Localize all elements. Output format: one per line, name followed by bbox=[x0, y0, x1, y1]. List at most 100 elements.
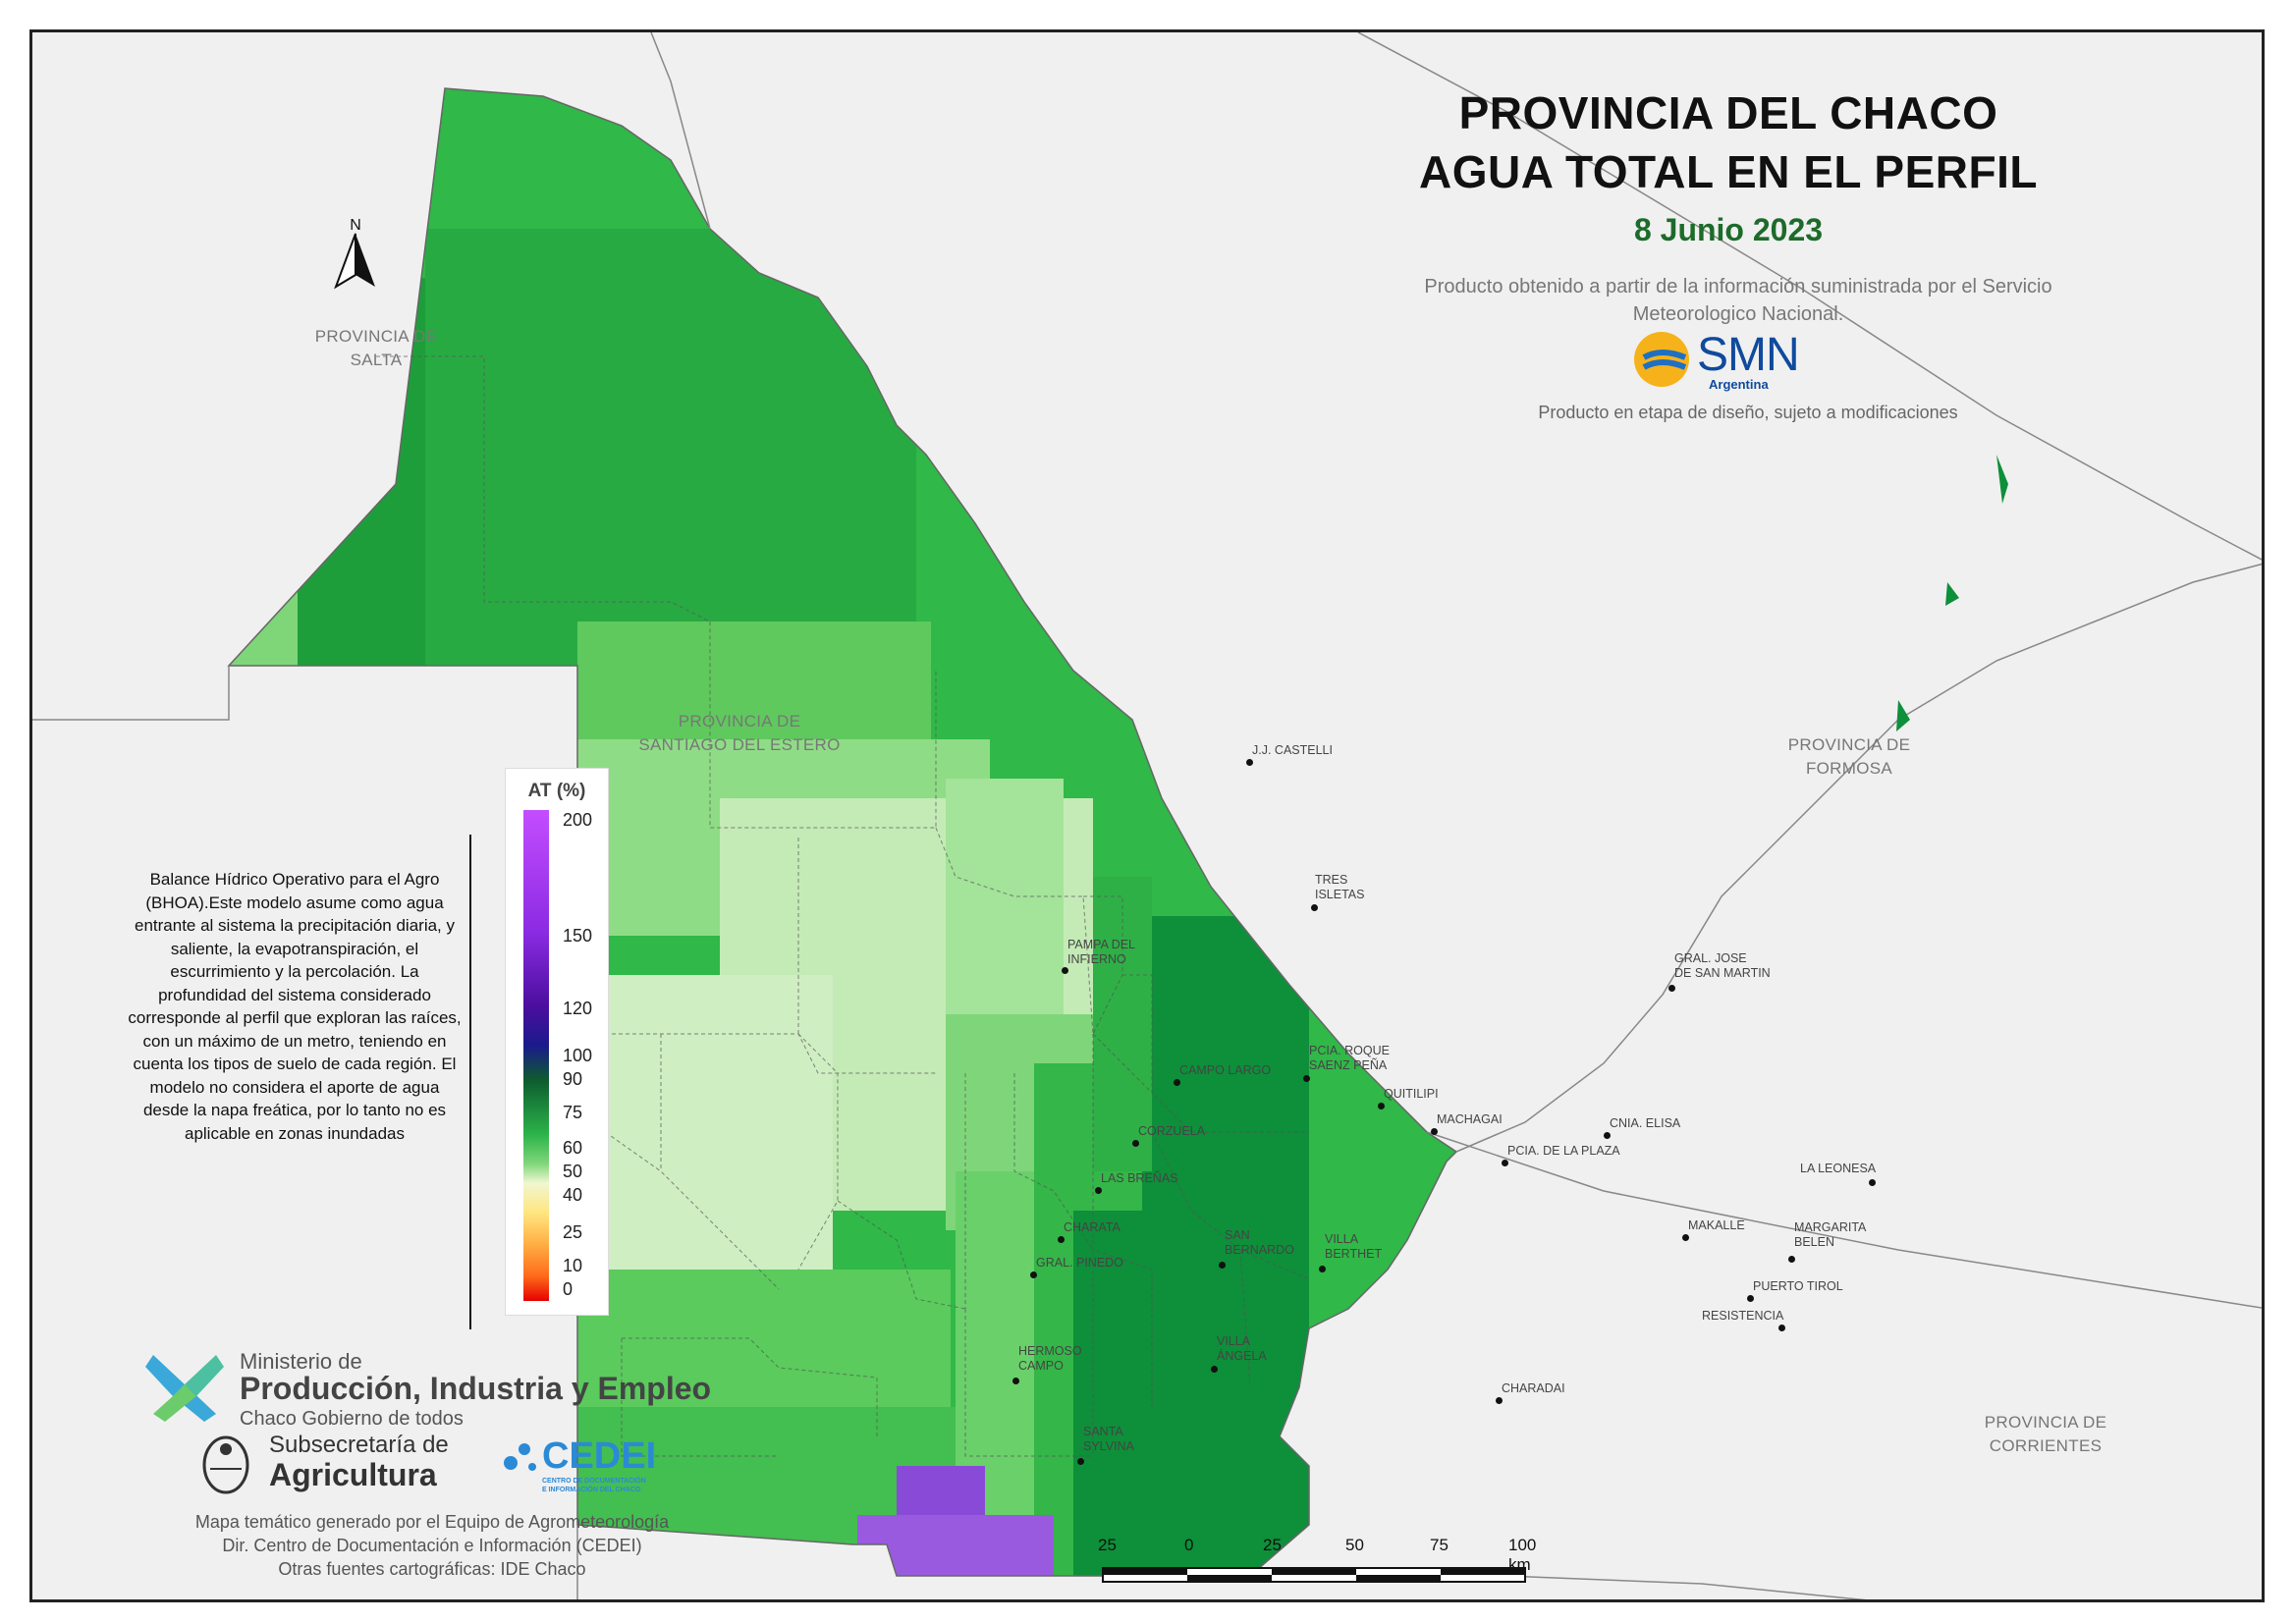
model-description: Balance Hídrico Operativo para el Agro (… bbox=[128, 870, 462, 1143]
north-arrow: N bbox=[326, 216, 385, 295]
town-label: GRAL. PINEDO bbox=[1036, 1256, 1123, 1270]
scale-bar: 25 0 25 50 75 100 km bbox=[1098, 1536, 1536, 1591]
legend-tick: 90 bbox=[563, 1069, 583, 1089]
legend-tick: 200 bbox=[563, 810, 593, 830]
town-label: MACHAGAI bbox=[1437, 1112, 1503, 1126]
town-dot bbox=[1668, 985, 1675, 992]
town-dot bbox=[1682, 1234, 1689, 1241]
town-dot bbox=[1788, 1256, 1795, 1263]
source-note: Producto obtenido a partir de la informa… bbox=[1424, 276, 2052, 325]
scale-label: 50 bbox=[1345, 1536, 1364, 1554]
province-label-santiago: PROVINCIA DE SANTIAGO DEL ESTERO bbox=[638, 712, 841, 754]
page-title: PROVINCIA DEL CHACO bbox=[1458, 87, 1998, 138]
town-dot bbox=[1030, 1271, 1037, 1278]
ministry-line3: Chaco Gobierno de todos bbox=[240, 1408, 464, 1430]
town-label: MAKALLE bbox=[1688, 1218, 1745, 1232]
ministry-line2: Producción, Industria y Empleo bbox=[240, 1371, 712, 1406]
legend-title: AT (%) bbox=[527, 781, 586, 801]
town-label: VILLA BERTHET bbox=[1325, 1232, 1383, 1261]
town-label: J.J. CASTELLI bbox=[1252, 743, 1333, 757]
town-label: CNIA. ELISA bbox=[1610, 1116, 1681, 1130]
town-dot bbox=[1174, 1079, 1180, 1086]
divider bbox=[469, 835, 471, 1329]
town-dot bbox=[1012, 1378, 1019, 1384]
town-dot bbox=[1431, 1128, 1438, 1135]
scale-bar-graphic bbox=[1102, 1567, 1526, 1583]
town-dot bbox=[1747, 1295, 1754, 1302]
town-label: TRES ISLETAS bbox=[1315, 873, 1365, 901]
scale-label: 75 bbox=[1430, 1536, 1449, 1554]
smn-logo-icon bbox=[1634, 332, 1689, 387]
ministry-logo: Ministerio de Producción, Industria y Em… bbox=[145, 1347, 754, 1430]
town-dot bbox=[1378, 1103, 1385, 1109]
river-patches bbox=[1896, 455, 2008, 731]
cedei-sub-line2: E INFORMACIÓN DEL CHACO bbox=[542, 1487, 641, 1493]
cedei-dots-icon bbox=[504, 1443, 536, 1471]
scale-label: 25 bbox=[1263, 1536, 1282, 1554]
town-label: MARGARITA BELEN bbox=[1794, 1220, 1867, 1249]
credits-line: Mapa temático generado por el Equipo de … bbox=[194, 1512, 670, 1532]
town-label: RESISTENCIA bbox=[1702, 1309, 1784, 1323]
legend-tick: 40 bbox=[563, 1185, 583, 1205]
legend-tick: 60 bbox=[563, 1138, 583, 1158]
town-dot bbox=[1303, 1075, 1310, 1082]
town-label: GRAL. JOSE DE SAN MARTIN bbox=[1674, 951, 1771, 980]
page-subtitle: AGUA TOTAL EN EL PERFIL bbox=[1419, 146, 2038, 197]
map-frame: PROVINCIA DE SALTA PROVINCIA DE SANTIAGO… bbox=[29, 29, 2265, 1602]
town-dot bbox=[1077, 1458, 1084, 1465]
legend-tick: 150 bbox=[563, 926, 593, 946]
smn-logo-text: SMN bbox=[1697, 329, 1800, 381]
town-dot bbox=[1319, 1266, 1326, 1272]
town-dot bbox=[1219, 1262, 1226, 1269]
town-label: CHARADAI bbox=[1502, 1381, 1565, 1395]
cedei-sub: CENTRO DE DOCUMENTACIÓN E INFORMACIÓN DE… bbox=[542, 1477, 646, 1494]
town-dot bbox=[1211, 1366, 1218, 1373]
smn-logo: SMN Argentina bbox=[1630, 328, 1827, 397]
town-dot bbox=[1095, 1187, 1102, 1194]
town-dot bbox=[1311, 904, 1318, 911]
town-label: CAMPO LARGO bbox=[1179, 1063, 1272, 1077]
ministry-line1: Ministerio de bbox=[240, 1349, 362, 1374]
town-dot bbox=[1058, 1236, 1065, 1243]
smn-logo-sub: Argentina bbox=[1709, 377, 1769, 392]
cedei-name: CEDEI bbox=[542, 1435, 657, 1477]
ministry-x-icon bbox=[145, 1355, 224, 1422]
legend-tick: 0 bbox=[563, 1279, 574, 1299]
scale-label: 25 bbox=[1098, 1536, 1117, 1554]
credits-line: Dir. Centro de Documentación e Informaci… bbox=[222, 1536, 642, 1555]
town-label: SANTA SYLVINA bbox=[1083, 1425, 1134, 1453]
subsecretaria-line1: Subsecretaría de bbox=[269, 1432, 449, 1458]
design-note: Producto en etapa de diseño, sujeto a mo… bbox=[1538, 403, 1958, 422]
town-label: LAS BREÑAS bbox=[1101, 1171, 1178, 1185]
north-arrow-icon: N bbox=[334, 217, 375, 290]
department-borders bbox=[376, 355, 1310, 1457]
scale-label: 0 bbox=[1184, 1536, 1194, 1554]
town-label: PUERTO TIROL bbox=[1753, 1279, 1843, 1293]
town-dot bbox=[1869, 1179, 1876, 1186]
legend-tick: 120 bbox=[563, 999, 593, 1018]
town-label: QUITILIPI bbox=[1384, 1087, 1439, 1101]
province-label-salta: PROVINCIA DE SALTA bbox=[314, 327, 438, 369]
town-label: VILLA ÁNGELA bbox=[1217, 1334, 1267, 1363]
town-label: LA LEONESA bbox=[1800, 1162, 1877, 1175]
legend-tick: 100 bbox=[563, 1046, 593, 1065]
legend-tick: 10 bbox=[563, 1256, 583, 1275]
town-dot bbox=[1246, 759, 1253, 766]
subsecretaria-logo: Subsecretaría de Agricultura bbox=[196, 1430, 471, 1498]
town-label: CHARATA bbox=[1064, 1220, 1121, 1234]
north-label: N bbox=[350, 217, 361, 234]
town-dot bbox=[1604, 1132, 1611, 1139]
town-label: PAMPA DEL INFIERNO bbox=[1067, 938, 1136, 966]
credits: Mapa temático generado por el Equipo de … bbox=[157, 1510, 707, 1581]
town-label: HERMOSO CAMPO bbox=[1018, 1344, 1082, 1373]
town-dot bbox=[1132, 1140, 1139, 1147]
town-label: SAN BERNARDO bbox=[1225, 1228, 1294, 1257]
town-dot bbox=[1502, 1160, 1508, 1166]
town-dot bbox=[1778, 1325, 1785, 1331]
cedei-sub-line1: CENTRO DE DOCUMENTACIÓN bbox=[542, 1478, 646, 1485]
town-dot bbox=[1062, 967, 1068, 974]
town-label: PCIA. DE LA PLAZA bbox=[1507, 1144, 1620, 1158]
map-date: 8 Junio 2023 bbox=[1633, 212, 1824, 247]
legend-tick: 25 bbox=[563, 1222, 583, 1242]
town-label: CORZUELA bbox=[1138, 1124, 1206, 1138]
